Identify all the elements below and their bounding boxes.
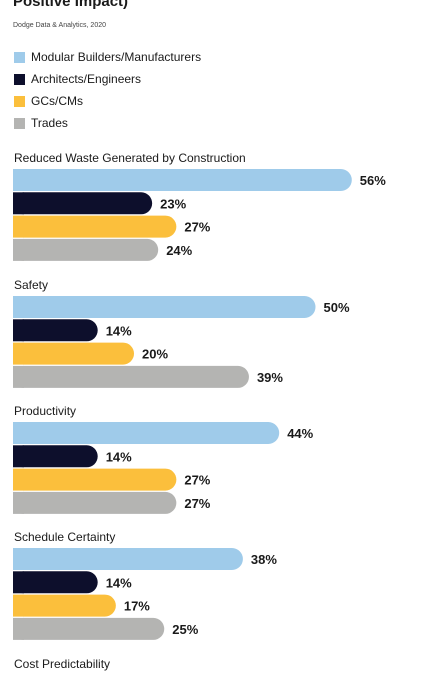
value-label: 27% bbox=[184, 496, 210, 511]
value-label: 14% bbox=[106, 575, 132, 590]
bar-left-edge bbox=[13, 296, 24, 318]
category-label: Safety bbox=[14, 278, 48, 292]
bar-left-edge bbox=[13, 319, 24, 342]
legend-swatch-trades bbox=[14, 117, 25, 129]
value-label: 38% bbox=[251, 552, 277, 567]
bar bbox=[13, 365, 249, 388]
category-label: Productivity bbox=[14, 404, 76, 418]
bar-left-edge bbox=[13, 491, 24, 514]
legend-item-architects: Architects/Engineers bbox=[14, 68, 201, 90]
legend-swatch-architects bbox=[14, 73, 25, 85]
bar bbox=[13, 617, 165, 640]
value-label: 27% bbox=[184, 473, 210, 488]
legend-item-gcs: GCs/CMs bbox=[14, 90, 201, 112]
bar-left-edge bbox=[13, 342, 24, 365]
bar-left-edge bbox=[13, 571, 24, 594]
bar-left-edge bbox=[13, 422, 24, 444]
value-label: 24% bbox=[166, 243, 192, 258]
bar bbox=[13, 215, 177, 238]
bar-left-edge bbox=[13, 468, 24, 491]
bar-left-edge bbox=[13, 238, 24, 261]
category-label: Cost Predictability bbox=[14, 657, 110, 671]
legend-label-architects: Architects/Engineers bbox=[31, 72, 142, 86]
bar bbox=[13, 422, 280, 444]
value-label: 50% bbox=[324, 300, 350, 315]
value-label: 27% bbox=[184, 220, 210, 235]
bar-left-edge bbox=[13, 192, 24, 215]
legend-swatch-modular bbox=[14, 51, 25, 63]
legend-swatch-gcs bbox=[14, 95, 25, 107]
source-note: Dodge Data & Analytics, 2020 bbox=[13, 22, 107, 29]
bar bbox=[13, 342, 134, 365]
bar-left-edge bbox=[13, 617, 24, 640]
value-label: 14% bbox=[106, 449, 132, 464]
bar bbox=[13, 548, 243, 570]
legend: Modular Builders/Manufacturers Architect… bbox=[14, 46, 201, 134]
value-label: 23% bbox=[160, 196, 186, 211]
bar-left-edge bbox=[13, 365, 24, 388]
bar-left-edge bbox=[13, 445, 24, 468]
chart-title: Positive Impact) bbox=[13, 0, 129, 10]
legend-label-gcs: GCs/CMs bbox=[31, 94, 83, 108]
legend-label-modular: Modular Builders/Manufacturers bbox=[31, 50, 202, 64]
value-label: 14% bbox=[106, 323, 132, 338]
value-label: 25% bbox=[172, 622, 198, 637]
bar bbox=[13, 169, 352, 191]
value-label: 39% bbox=[257, 370, 283, 385]
bar bbox=[13, 445, 98, 468]
bar bbox=[13, 468, 177, 491]
legend-item-modular: Modular Builders/Manufacturers bbox=[14, 46, 201, 68]
bar-left-edge bbox=[13, 169, 24, 191]
value-label: 20% bbox=[142, 347, 168, 362]
legend-item-trades: Trades bbox=[14, 112, 201, 134]
category-label: Reduced Waste Generated by Construction bbox=[14, 151, 246, 165]
legend-label-trades: Trades bbox=[31, 116, 68, 130]
category-label: Schedule Certainty bbox=[14, 530, 115, 544]
bar bbox=[13, 319, 98, 342]
bar bbox=[13, 238, 159, 261]
value-label: 17% bbox=[124, 599, 150, 614]
bar bbox=[13, 571, 98, 594]
value-label: 44% bbox=[287, 426, 313, 441]
bar bbox=[13, 594, 116, 617]
bar-left-edge bbox=[13, 594, 24, 617]
bar bbox=[13, 491, 177, 514]
bar bbox=[13, 192, 153, 215]
bar-left-edge bbox=[13, 548, 24, 570]
value-label: 56% bbox=[360, 173, 386, 188]
bar-left-edge bbox=[13, 215, 24, 238]
bar bbox=[13, 296, 316, 318]
